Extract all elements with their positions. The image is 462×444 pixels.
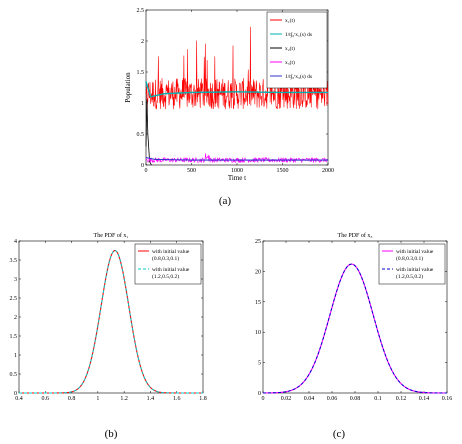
y-tick-label: 5 [258, 361, 261, 367]
x-tick-label: 0.4 [15, 396, 23, 402]
legend-entry-line: with initial value [396, 249, 434, 255]
x-tick-label: 0 [145, 168, 148, 174]
x-tick-label: 2000 [322, 168, 334, 174]
x-tick-label: 0.14 [419, 396, 430, 402]
legend-entry-line: (0.8,0.3,0.1) [396, 255, 423, 262]
pdf-series-2-line [263, 263, 447, 394]
y-tick-label: 2.5 [137, 8, 145, 14]
legend-entry-line: with initial value [396, 267, 434, 273]
y-tick-label: 0.5 [10, 372, 18, 378]
x-tick-label: 0.16 [442, 396, 453, 402]
x-tick-label: 0.6 [42, 396, 50, 402]
legend-entry: x₂(t) [285, 45, 295, 52]
x-tick-label: 1500 [277, 168, 289, 174]
x-tick-label: 0.06 [327, 396, 338, 402]
series-x1-line [145, 26, 329, 122]
caption-a: (a) [219, 195, 232, 207]
x-tick-label: 0.08 [350, 396, 361, 402]
y-tick-label: 20 [255, 269, 261, 275]
x-tick-label: 0.8 [68, 396, 76, 402]
series-x2-line [145, 99, 152, 166]
legend-entry-line: with initial value [152, 267, 190, 273]
x-tick-label: 0.02 [281, 396, 292, 402]
x-tick-label: 0.04 [304, 396, 315, 402]
y-tick-label: 3 [14, 277, 17, 283]
y-tick-label: 0 [14, 391, 17, 397]
caption-b: (b) [105, 428, 118, 440]
x-tick-label: 1.8 [199, 396, 207, 402]
y-tick-label: 3.5 [10, 258, 18, 264]
legend-box [266, 11, 328, 89]
legend-entry: x₃(t) [285, 59, 295, 66]
y-tick-label: 1.5 [137, 70, 145, 76]
y-tick-label: 25 [255, 239, 261, 245]
y-tick-label: 0 [141, 163, 144, 169]
legend: with initial value (0.8,0.3,0.1)with init… [134, 243, 202, 285]
y-tick-label: 0.5 [137, 132, 145, 138]
y-tick-label: 0 [258, 391, 261, 397]
x-tick-label: 1.6 [173, 396, 181, 402]
legend: x₁(t) 1/t∫₀ᵗx₁(s) ds x₂(t) x₃(t) 1/t∫₀ᵗx₃(s)… [266, 11, 328, 89]
x-tick-label: 1.2 [120, 396, 128, 402]
legend-entry: 1/t∫₀ᵗx₃(s) ds [285, 73, 312, 80]
legend-entry: with initial value (1.2,0.5,0.2) [152, 267, 190, 280]
x-tick-label: 1000 [231, 168, 243, 174]
legend-entry-line: (1.2,0.5,0.2) [396, 273, 423, 280]
legend-entry-line: (0.8,0.3,0.1) [152, 255, 179, 262]
y-tick-label: 15 [255, 300, 261, 306]
x-tick-label: 500 [187, 168, 196, 174]
series-x1-average-line [145, 81, 328, 98]
caption-c: (c) [333, 428, 346, 440]
panel-a-chart: 0 500 1000 1500 2000 0 0.5 1 1.5 2 2.5 Time t Popula… [124, 8, 334, 182]
chart-title: The PDF of x₃ [338, 232, 373, 239]
y-tick-label: 10 [255, 330, 261, 336]
pdf-series-2-line [19, 250, 203, 394]
legend-entry: with initial value (1.2,0.5,0.2) [396, 267, 434, 280]
y-tick-label: 2.5 [10, 296, 18, 302]
x-axis-label: Time t [228, 174, 246, 182]
x-tick-label: 1 [96, 396, 99, 402]
legend-entry: with initial value (0.8,0.3,0.1) [152, 249, 190, 262]
legend-entry-line: with initial value [152, 249, 190, 255]
legend-entry: with initial value (0.8,0.3,0.1) [396, 249, 434, 262]
y-tick-label: 2 [14, 315, 17, 321]
x-tick-label: 1.4 [147, 396, 155, 402]
legend-entry: 1/t∫₀ᵗx₁(s) ds [285, 31, 312, 38]
y-tick-label: 1 [14, 353, 17, 359]
y-axis-label: Population [124, 72, 132, 103]
y-tick-label: 2 [141, 39, 144, 45]
chart-title: The PDF of x₁ [94, 232, 129, 239]
y-tick-label: 1.5 [10, 334, 18, 340]
y-tick-label: 1 [141, 101, 144, 107]
legend: with initial value (0.8,0.3,0.1)with init… [378, 243, 446, 285]
legend-entry: x₁(t) [285, 17, 295, 24]
series-x3-average-line [145, 157, 328, 161]
x-tick-label: 0.12 [396, 396, 407, 402]
x-tick-label: 0.1 [374, 396, 382, 402]
panel-b-chart: 0.4 0.6 0.8 1 1.2 1.4 1.6 1.8 0 0.5 1 1.5 2 2.5 3 3.5 4 T… [10, 232, 207, 402]
y-tick-label: 4 [14, 239, 17, 245]
x-tick-label: 0 [262, 396, 265, 402]
panel-c-chart: 0 0.02 0.04 0.06 0.08 0.1 0.12 0.14 0.16 0 5 10 15 20… [255, 232, 452, 402]
legend-entry-line: (1.2,0.5,0.2) [152, 273, 179, 280]
